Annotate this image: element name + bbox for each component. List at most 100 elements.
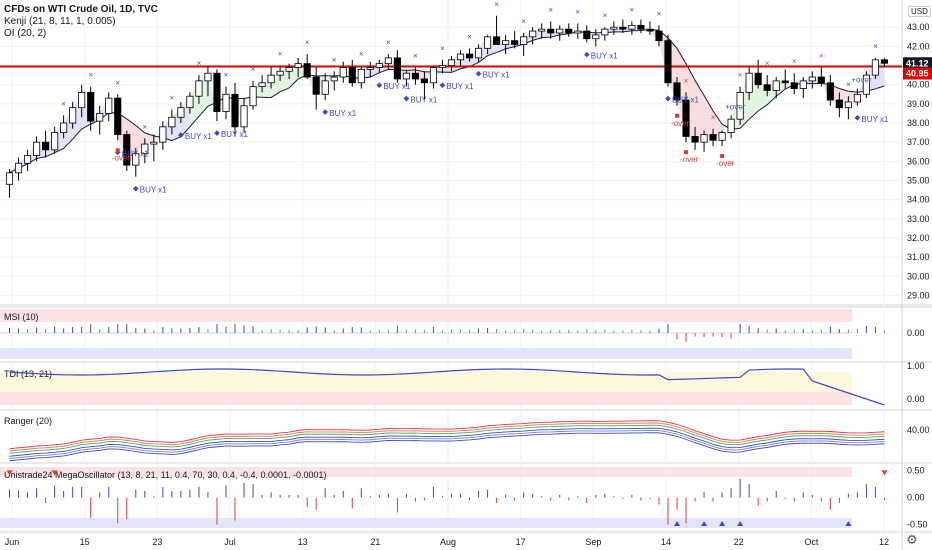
mega-y-label: -0.50 xyxy=(907,520,928,530)
candle-body xyxy=(601,28,609,36)
buy-marker xyxy=(178,132,184,138)
candle-body xyxy=(429,67,438,84)
candle-body xyxy=(817,76,825,84)
chart-legend: CFDs on WTI Crude Oil, 1D, TVC Kenji (21… xyxy=(4,4,158,40)
indicator-kenji[interactable]: Kenji (21, 8, 11, 1, 0.005) xyxy=(4,16,116,27)
ranger-band-line xyxy=(9,427,885,457)
signal-x-marker: × xyxy=(521,17,526,26)
candle-body xyxy=(493,36,501,45)
candle-body xyxy=(853,93,861,103)
mega-signal-triangle xyxy=(719,520,726,526)
candle-body xyxy=(159,126,167,143)
candle-body xyxy=(348,67,356,84)
candle-body xyxy=(835,99,843,109)
kenji-band-segment xyxy=(595,29,605,35)
candle-body xyxy=(321,80,329,95)
candle-body xyxy=(682,99,690,137)
signal-x-marker: × xyxy=(630,5,635,14)
currency-label[interactable]: USD xyxy=(908,6,931,17)
red-level-tag xyxy=(903,67,932,80)
candle-body xyxy=(294,63,302,68)
over-label: -over xyxy=(716,159,735,168)
msi-title: MSI (10) xyxy=(4,312,39,322)
signal-x-marker: × xyxy=(548,5,553,14)
signal-x-marker: × xyxy=(440,44,445,53)
candle-body xyxy=(420,78,428,84)
y-tick-label: 36.00 xyxy=(907,156,930,166)
candle-body xyxy=(411,72,419,80)
indicator-oi[interactable]: OI (20, 2) xyxy=(4,28,47,39)
tdi-lower-zone xyxy=(0,392,852,405)
x-tick-label: Oct xyxy=(804,537,819,547)
ranger-band-line xyxy=(9,420,885,450)
candle-body xyxy=(754,72,762,86)
signal-x-marker: × xyxy=(197,59,202,68)
signal-x-marker: × xyxy=(332,55,337,64)
candle-body xyxy=(132,153,140,166)
candle-body xyxy=(826,82,834,101)
candle-body xyxy=(42,141,50,151)
candle-body xyxy=(529,30,537,38)
y-tick-label: 38.00 xyxy=(907,118,930,128)
signal-x-marker: × xyxy=(386,38,391,47)
candle-body xyxy=(871,59,879,76)
mega-signal-triangle xyxy=(701,520,708,526)
candle-body xyxy=(474,47,483,59)
candle-body xyxy=(195,80,203,97)
tdi-neutral-zone xyxy=(0,372,852,392)
candle-body xyxy=(808,76,816,82)
gear-icon[interactable]: ⚙ xyxy=(906,532,918,547)
signal-x-marker: × xyxy=(359,50,364,59)
sell-marker xyxy=(115,148,120,153)
candle-body xyxy=(5,172,14,185)
chart-title: CFDs on WTI Crude Oil, 1D, TVC xyxy=(4,4,158,15)
candle-body xyxy=(502,40,510,45)
sell-marker xyxy=(720,154,725,159)
mega-signal-triangle xyxy=(845,520,852,526)
candle-body xyxy=(880,59,889,64)
candle-body xyxy=(393,57,401,80)
candle-body xyxy=(186,95,194,109)
buy-marker xyxy=(665,95,671,102)
msi-upper-zone xyxy=(0,309,852,322)
candle-body xyxy=(447,59,456,66)
candle-body xyxy=(375,63,383,68)
candle-body xyxy=(772,80,780,91)
signal-x-marker: × xyxy=(115,78,120,87)
candle-body xyxy=(619,26,627,30)
candle-body xyxy=(565,28,573,34)
ranger-band-line xyxy=(9,424,885,454)
buy-label: BUY x1 xyxy=(672,96,700,105)
candle-body xyxy=(556,28,564,34)
buy-label: BUY x1 xyxy=(185,132,213,141)
candle-body xyxy=(258,82,266,88)
candle-body xyxy=(763,84,771,91)
signal-x-marker: × xyxy=(278,50,283,59)
candle-body xyxy=(150,141,158,145)
buy-marker xyxy=(214,130,220,136)
candle-body xyxy=(240,105,248,128)
tdi-y-label: 1.00 xyxy=(907,361,925,371)
candle-body xyxy=(231,93,239,128)
kenji-band-segment xyxy=(388,57,398,79)
x-tick-label: 22 xyxy=(734,537,744,547)
mega-lower-zone xyxy=(0,518,852,528)
candle-body xyxy=(664,40,672,84)
mega-signal-triangle xyxy=(6,470,13,476)
candle-body xyxy=(718,132,726,141)
signal-x-marker: × xyxy=(61,99,66,108)
candle-body xyxy=(168,116,176,128)
buy-marker xyxy=(475,70,482,77)
candle-body xyxy=(781,80,789,84)
candle-body xyxy=(538,28,546,32)
signal-x-marker: × xyxy=(251,65,256,74)
buy-label: BUY x1 xyxy=(591,52,619,61)
candle-body xyxy=(628,24,636,30)
x-tick-label: 12 xyxy=(879,537,889,547)
buy-label: BUY x1 xyxy=(410,96,438,105)
candle-body xyxy=(14,162,23,174)
buy-marker xyxy=(376,82,383,89)
signal-x-marker: × xyxy=(170,94,175,103)
buy-label: BUY x1 xyxy=(861,115,889,124)
